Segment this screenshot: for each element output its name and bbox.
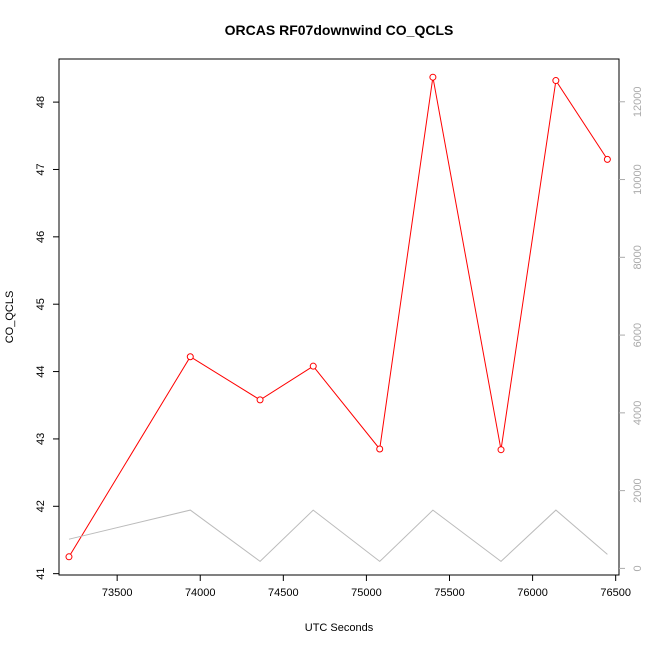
y-tick-label: 47	[35, 163, 47, 175]
data-point	[603, 155, 611, 163]
chart-title: ORCAS RF07downwind CO_QCLS	[225, 22, 454, 38]
series-line-0	[68, 77, 608, 558]
x-tick-label: 76500	[600, 587, 631, 599]
x-tick-label: 74000	[185, 587, 216, 599]
x-axis-label: UTC Seconds	[305, 622, 374, 634]
plot-frame	[58, 58, 620, 576]
data-point	[497, 446, 505, 454]
x-tick-label: 73500	[102, 587, 133, 599]
y-axis-left: 41 42 43 44 45 46 47 48	[35, 96, 59, 580]
y-tick-label: 41	[35, 568, 47, 580]
y-tick-label: 43	[35, 433, 47, 445]
y2-tick-label: 0	[632, 565, 644, 571]
data-point	[65, 553, 73, 561]
y-tick-label: 46	[35, 231, 47, 243]
y2-tick-label: 6000	[632, 323, 644, 347]
x-tick-label: 76000	[517, 587, 548, 599]
y2-tick-label: 8000	[632, 245, 644, 269]
data-point	[376, 445, 384, 453]
y2-tick-label: 2000	[632, 478, 644, 502]
y-tick-label: 45	[35, 298, 47, 310]
y-tick-label: 42	[35, 500, 47, 512]
data-point	[186, 353, 194, 361]
data-point	[552, 77, 560, 85]
x-tick-label: 74500	[268, 587, 299, 599]
x-tick-label: 75500	[434, 587, 465, 599]
x-tick-label: 75000	[351, 587, 382, 599]
data-point	[256, 396, 264, 404]
y-tick-label: 48	[35, 96, 47, 108]
x-axis: 73500 74000 74500 75000 75500 76000 76500	[102, 575, 631, 599]
y-axis-right: 0 2000 4000 6000 8000 10000 12000	[619, 86, 644, 571]
data-point	[309, 362, 317, 370]
y-axis-label: CO_QCLS	[4, 291, 16, 344]
y2-tick-label: 4000	[632, 401, 644, 425]
series-layer	[65, 73, 611, 563]
y2-tick-label: 12000	[632, 86, 644, 117]
y-tick-label: 44	[35, 365, 47, 377]
y2-tick-label: 10000	[632, 164, 644, 195]
data-point	[429, 73, 437, 81]
series-line-1	[68, 509, 608, 563]
